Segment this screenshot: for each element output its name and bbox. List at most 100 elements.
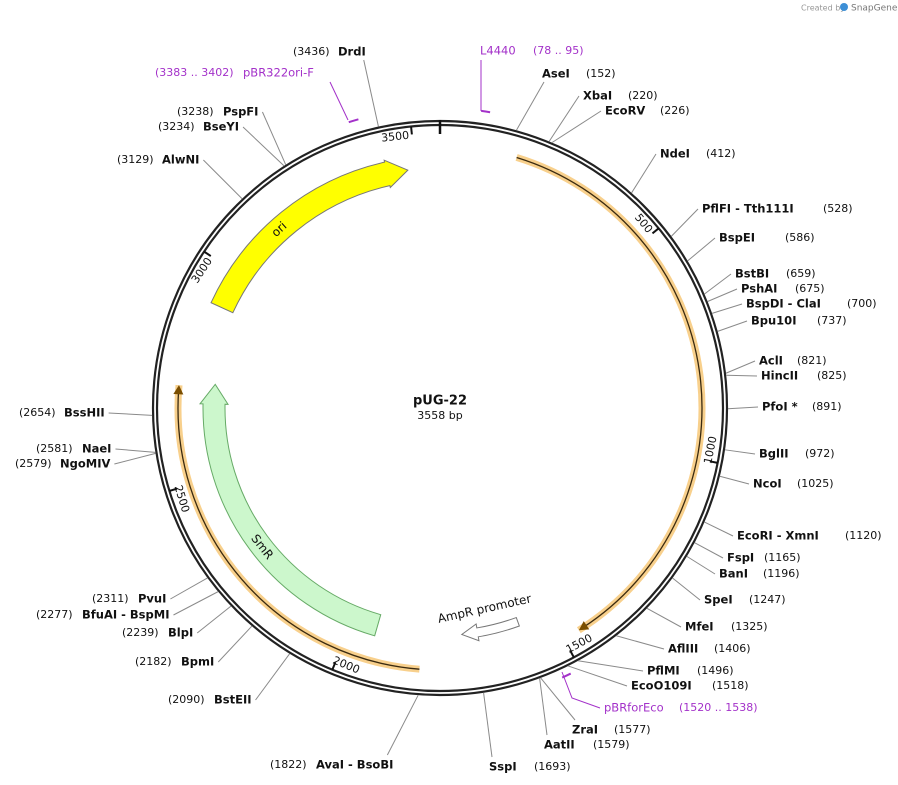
- site-name: EcoRI - XmnI: [737, 529, 819, 543]
- site-leader: [539, 678, 548, 736]
- site-leader: [707, 288, 738, 302]
- ruler-tick: [410, 126, 413, 135]
- site-leader: [515, 81, 545, 131]
- site-leader: [386, 694, 419, 756]
- site-name: BseYI: [203, 120, 239, 134]
- site-position: (1120): [845, 529, 882, 542]
- smr-feature: [199, 383, 382, 637]
- site-leader: [646, 607, 682, 628]
- site-position: (2581): [36, 442, 73, 455]
- site-position: (1577): [614, 723, 651, 736]
- site-position: (1496): [697, 664, 734, 677]
- site-position: (1025): [797, 477, 834, 490]
- site-position: (2090): [168, 693, 205, 706]
- site-position: (3436): [293, 45, 330, 58]
- site-name: PvuI: [138, 592, 166, 606]
- credit-prefix: Created by: [801, 4, 845, 13]
- site-leader: [483, 692, 493, 758]
- credit-brand: SnapGene: [851, 4, 898, 14]
- site-name: BfuAI - BspMI: [82, 608, 169, 622]
- site-name: ZraI: [572, 723, 598, 737]
- site-name: AseI: [542, 67, 570, 81]
- site-leader: [196, 605, 232, 634]
- site-position: (2277): [36, 608, 73, 621]
- ruler-tick: [169, 487, 178, 492]
- site-position: (1325): [731, 620, 768, 633]
- ampr-arc-left: [177, 389, 420, 670]
- primer-range: (3383 .. 3402): [155, 66, 234, 79]
- ruler-tick: [569, 649, 575, 658]
- site-leader: [725, 360, 756, 374]
- site-position: (972): [805, 447, 835, 460]
- site-name: PfoI *: [762, 400, 798, 414]
- site-position: (891): [812, 400, 842, 413]
- site-position: (220): [628, 89, 658, 102]
- site-position: (2654): [19, 406, 56, 419]
- site-position: (825): [817, 369, 847, 382]
- site-name: AatII: [544, 738, 575, 752]
- site-position: (3238): [177, 105, 214, 118]
- site-name: BstBI: [735, 267, 769, 281]
- ruler-tick: [331, 661, 337, 671]
- site-name: EcoRV: [605, 104, 645, 118]
- ampr-arc: [516, 156, 703, 629]
- ruler-label: 1000: [701, 435, 719, 465]
- site-position: (737): [817, 314, 847, 327]
- site-leader: [170, 577, 208, 600]
- site-position: (659): [786, 267, 816, 280]
- site-name: NaeI: [82, 442, 111, 456]
- primer-marker: [481, 109, 491, 114]
- site-leader: [672, 577, 701, 601]
- site-leader: [616, 635, 665, 650]
- site-position: (821): [797, 354, 827, 367]
- site-name: PspFI: [223, 105, 258, 119]
- site-leader: [724, 449, 756, 455]
- site-name: AlwNI: [162, 153, 199, 167]
- feature-label: AmpR promoter: [436, 591, 532, 625]
- site-position: (700): [847, 297, 877, 310]
- site-name: PshAI: [741, 282, 777, 296]
- primer-name: L4440: [480, 44, 516, 58]
- site-leader: [217, 625, 253, 663]
- ruler-tick: [709, 460, 718, 464]
- site-position: (1579): [593, 738, 630, 751]
- site-position: (3234): [158, 120, 195, 133]
- site-name: BpmI: [181, 655, 214, 669]
- site-leader: [711, 303, 743, 314]
- site-leader: [670, 208, 699, 237]
- site-position: (2579): [15, 457, 52, 470]
- site-leader: [114, 452, 156, 465]
- site-name: PflMI: [647, 664, 680, 678]
- site-position: (675): [795, 282, 825, 295]
- site-leader: [727, 406, 759, 410]
- site-name: FspI: [727, 551, 754, 565]
- site-position: (1406): [714, 642, 751, 655]
- site-position: (412): [706, 147, 736, 160]
- site-name: DrdI: [338, 45, 366, 59]
- site-name: BspDI - ClaI: [746, 297, 821, 311]
- site-name: AclI: [759, 354, 783, 368]
- site-position: (1247): [749, 593, 786, 606]
- site-leader: [548, 95, 580, 142]
- site-name: NgoMIV: [60, 457, 110, 471]
- site-leader: [540, 677, 576, 721]
- site-leader: [363, 59, 379, 127]
- site-position: (528): [823, 202, 853, 215]
- site-name: BstEII: [214, 693, 252, 707]
- site-name: AvaI - BsoBI: [316, 758, 393, 772]
- site-name: HincII: [761, 369, 798, 383]
- ampr-arc-head: [578, 621, 590, 631]
- primer-range: (78 .. 95): [533, 44, 584, 57]
- site-position: (3129): [117, 153, 154, 166]
- site-leader: [704, 273, 732, 295]
- site-name: BanI: [719, 567, 748, 581]
- site-name: Bpu10I: [751, 314, 796, 328]
- site-name: AflIII: [668, 642, 698, 656]
- site-leader: [242, 126, 285, 167]
- site-position: (2311): [92, 592, 129, 605]
- logo-icon: [840, 3, 848, 11]
- site-position: (226): [660, 104, 690, 117]
- site-leader: [551, 110, 602, 144]
- site-name: BglII: [759, 447, 789, 461]
